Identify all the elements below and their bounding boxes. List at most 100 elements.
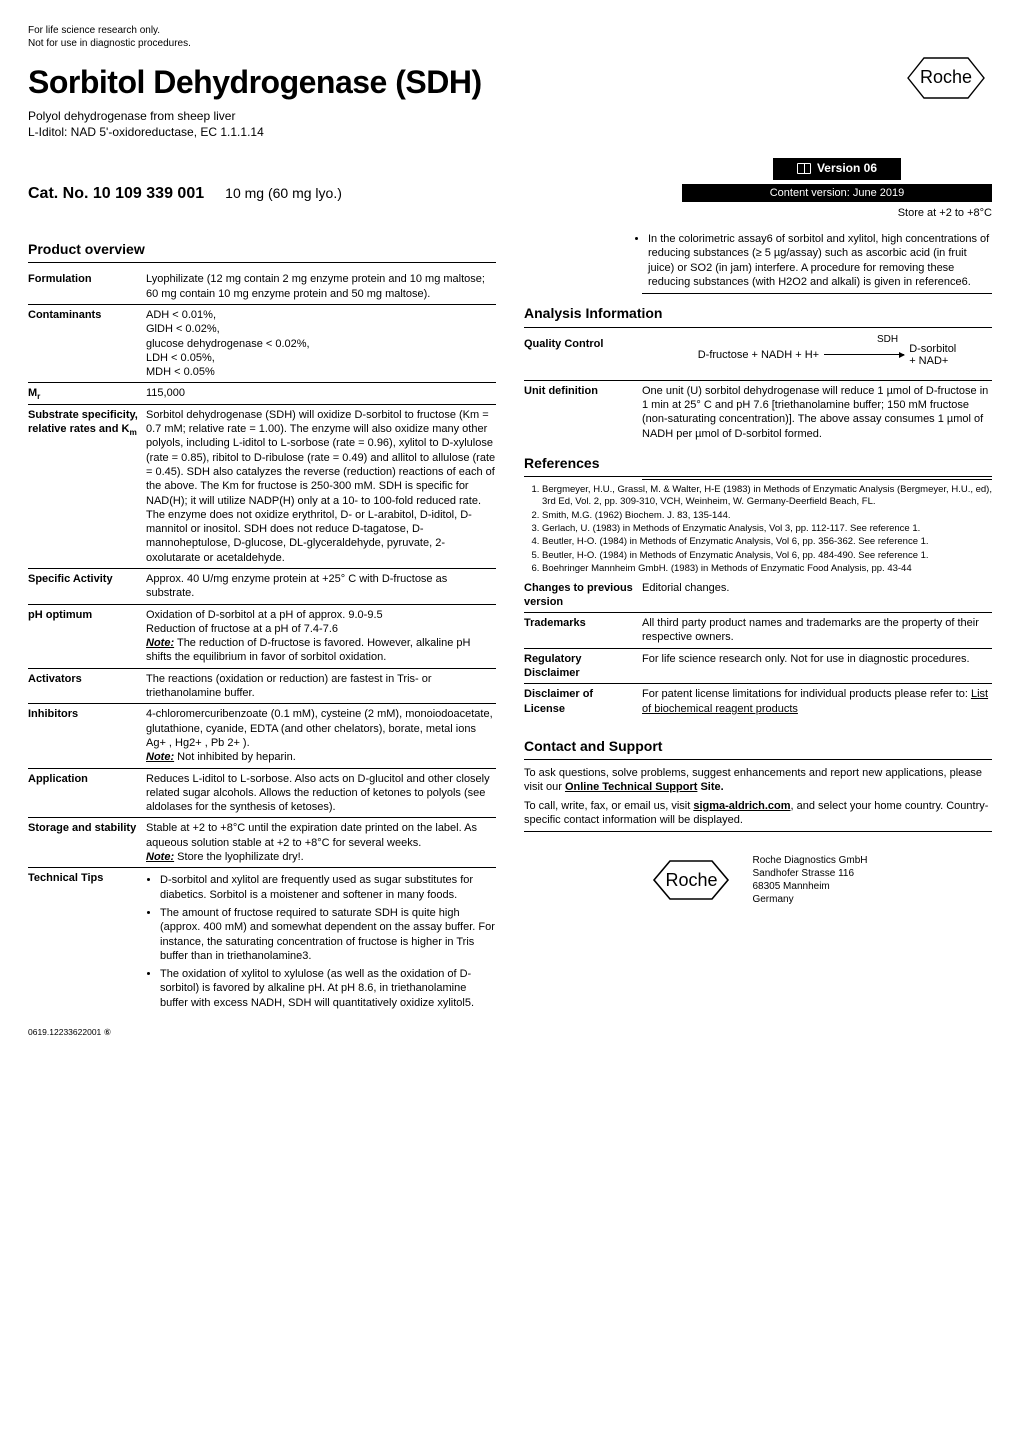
storage-text: Stable at +2 to +8°C until the expiratio… — [146, 822, 477, 848]
subtitle-line1: Polyol dehydrogenase from sheep liver — [28, 109, 235, 123]
contaminants-value: ADH < 0.01%, GlDH < 0.02%, glucose dehyd… — [146, 304, 496, 382]
divider — [524, 476, 992, 477]
substrate-value: Sorbitol dehydrogenase (SDH) will oxidiz… — [146, 404, 496, 568]
roche-logo-text: Roche — [920, 67, 972, 87]
quality-control-key: Quality Control — [524, 334, 642, 381]
trademarks-value: All third party product names and tradem… — [642, 613, 992, 649]
storage-note: Store the lyophilizate dry!. — [177, 851, 304, 863]
divider — [642, 293, 992, 294]
specific-activity-key: Specific Activity — [28, 568, 146, 604]
contact-p2-pre: To call, write, fax, or email us, visit — [524, 800, 693, 812]
footer-address: Roche Diagnostics GmbH Sandhofer Strasse… — [752, 854, 867, 906]
ref-6: Boehringer Mannheim GmbH. (1983) in Meth… — [542, 563, 992, 575]
ref-1: Bergmeyer, H.U., Grassl, M. & Walter, H-… — [542, 484, 992, 509]
row-reg-disclaimer: Regulatory Disclaimer For life science r… — [524, 648, 992, 684]
eq-right-top: D-sorbitol — [909, 343, 956, 355]
online-tech-support-link[interactable]: Online Technical Support — [565, 781, 697, 793]
cat-no: Cat. No. 10 109 339 001 — [28, 185, 204, 202]
overview-table: Formulation Lyophilizate (12 mg contain … — [28, 269, 496, 1017]
contact-support-heading: Contact and Support — [524, 737, 992, 755]
contam-l2: glucose dehydrogenase < 0.02%, — [146, 338, 310, 350]
row-inhibitors: Inhibitors 4-chloromercuribenzoate (0.1 … — [28, 704, 496, 768]
eq-right-bot: + NAD+ — [909, 355, 948, 367]
ph-optimum-key: pH optimum — [28, 604, 146, 668]
note-label-3: Note: — [146, 851, 174, 863]
header-note-line2: Not for use in diagnostic procedures. — [28, 38, 191, 49]
row-unit-definition: Unit definition One unit (U) sorbitol de… — [524, 380, 992, 444]
application-value: Reduces L-iditol to L-sorbose. Also acts… — [146, 768, 496, 818]
note-label-2: Note: — [146, 751, 174, 763]
unit-def-value: One unit (U) sorbitol dehydrogenase will… — [642, 380, 992, 444]
row-substrate: Substrate specificity, relative rates an… — [28, 404, 496, 568]
divider — [524, 327, 992, 328]
contact-p1: To ask questions, solve problems, sugges… — [524, 766, 992, 795]
ref-5: Beutler, H-O. (1984) in Methods of Enzym… — [542, 550, 992, 562]
divider — [642, 479, 992, 480]
row-trademarks: Trademarks All third party product names… — [524, 613, 992, 649]
inhib-l1: 4-chloromercuribenzoate (0.1 mM), cystei… — [146, 708, 493, 749]
title-row: Sorbitol Dehydrogenase (SDH) Polyol dehy… — [28, 56, 992, 150]
ph-optimum-value: Oxidation of D-sorbitol at a pH of appro… — [146, 604, 496, 668]
addr-l0: Roche Diagnostics GmbH — [752, 855, 867, 866]
footer-docnum: 0619.12233622001 ⑥ — [28, 1027, 992, 1038]
application-key: Application — [28, 768, 146, 818]
reg-disclaimer-value: For life science research only. Not for … — [642, 648, 992, 684]
contam-l1: GlDH < 0.02%, — [146, 323, 220, 335]
disclaimer-license-value: For patent license limitations for indiv… — [642, 684, 992, 719]
roche-logo-footer: Roche — [648, 858, 734, 902]
row-changes: Changes to previous version Editorial ch… — [524, 578, 992, 613]
contam-l4: MDH < 0.05% — [146, 366, 215, 378]
arrow-icon: SDH — [824, 347, 904, 361]
content-version-bar: Content version: June 2019 — [682, 184, 992, 202]
trademarks-key: Trademarks — [524, 613, 642, 649]
inhibitors-value: 4-chloromercuribenzoate (0.1 mM), cystei… — [146, 704, 496, 768]
row-contaminants: Contaminants ADH < 0.01%, GlDH < 0.02%, … — [28, 304, 496, 382]
divider — [28, 262, 496, 263]
row-ph-optimum: pH optimum Oxidation of D-sorbitol at a … — [28, 604, 496, 668]
references-list: Bergmeyer, H.U., Grassl, M. & Walter, H-… — [524, 484, 992, 575]
footer-roche: Roche Roche Diagnostics GmbH Sandhofer S… — [524, 854, 992, 906]
pack-size: 10 mg (60 mg lyo.) — [225, 185, 342, 201]
divider — [524, 831, 992, 832]
divider — [524, 759, 992, 760]
tech-tip-3: The oxidation of xylitol to xylulose (as… — [160, 967, 496, 1010]
inhibitors-key: Inhibitors — [28, 704, 146, 768]
sigma-aldrich-link[interactable]: sigma-aldrich.com — [693, 800, 790, 812]
formulation-value: Lyophilizate (12 mg contain 2 mg enzyme … — [146, 269, 496, 304]
eq-sdh: SDH — [877, 333, 898, 346]
addr-l2: 68305 Mannheim — [752, 881, 829, 892]
row-quality-control: Quality Control D-fructose + NADH + H+ S… — [524, 334, 992, 381]
version-block: Version 06 Content version: June 2019 St… — [682, 158, 992, 230]
inhib-note: Not inhibited by heparin. — [177, 751, 296, 763]
eq-right: D-sorbitol + NAD+ — [909, 343, 956, 367]
ph-note: The reduction of D-fructose is favored. … — [146, 637, 470, 663]
colorimetric-bullet: In the colorimetric assay6 of sorbitol a… — [648, 232, 992, 289]
row-tech-tips: Technical Tips D-sorbitol and xylitol ar… — [28, 868, 496, 1017]
activators-key: Activators — [28, 668, 146, 704]
reaction-equation: D-fructose + NADH + H+ SDH D-sorbitol + … — [662, 343, 992, 367]
ref-3: Gerlach, U. (1983) in Methods of Enzymat… — [542, 523, 992, 535]
right-column: In the colorimetric assay6 of sorbitol a… — [524, 230, 992, 1017]
row-disclaimer-license: Disclaimer of License For patent license… — [524, 684, 992, 719]
ref-4: Beutler, H-O. (1984) in Methods of Enzym… — [542, 536, 992, 548]
references-heading: References — [524, 454, 992, 472]
addr-l3: Germany — [752, 894, 793, 905]
unit-def-key: Unit definition — [524, 380, 642, 444]
version-label: Version 06 — [817, 161, 877, 177]
reg-disclaimer-key: Regulatory Disclaimer — [524, 648, 642, 684]
misc-table: Changes to previous version Editorial ch… — [524, 578, 992, 719]
note-label: Note: — [146, 637, 174, 649]
contaminants-key: Contaminants — [28, 304, 146, 382]
tech-tip-2: The amount of fructose required to satur… — [160, 906, 496, 963]
ph-l1: Oxidation of D-sorbitol at a pH of appro… — [146, 609, 383, 621]
left-column: Product overview Formulation Lyophilizat… — [28, 230, 496, 1017]
title-block: Sorbitol Dehydrogenase (SDH) Polyol dehy… — [28, 56, 482, 150]
version-badge: Version 06 — [773, 158, 901, 180]
product-subtitle: Polyol dehydrogenase from sheep liver L-… — [28, 108, 482, 140]
header-note: For life science research only. Not for … — [28, 24, 992, 50]
row-activators: Activators The reactions (oxidation or r… — [28, 668, 496, 704]
store-temp: Store at +2 to +8°C — [682, 206, 992, 220]
tech-tips-list: D-sorbitol and xylitol are frequently us… — [146, 873, 496, 1010]
changes-value: Editorial changes. — [642, 578, 992, 613]
tech-tip-1: D-sorbitol and xylitol are frequently us… — [160, 873, 496, 902]
